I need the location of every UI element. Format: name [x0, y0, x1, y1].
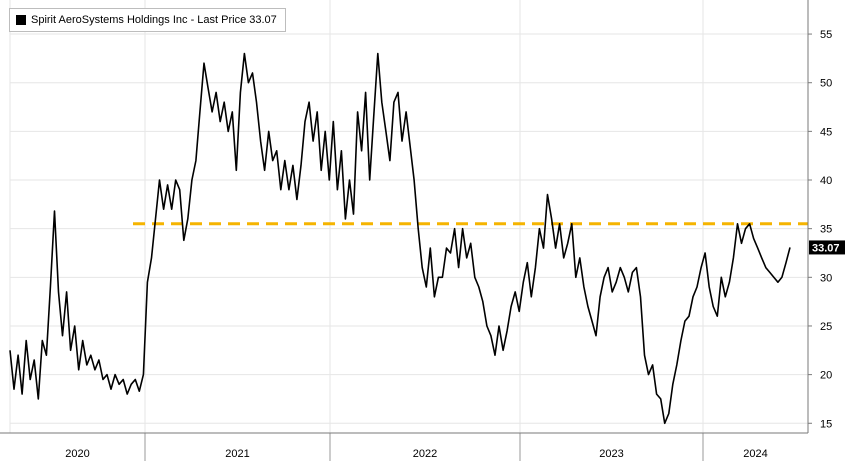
last-price-tag: 33.07 [809, 240, 845, 255]
year-dividers [144, 433, 704, 461]
y-tick-label: 25 [820, 321, 832, 333]
last-price-tag-background [809, 240, 845, 255]
y-tick-label: 20 [820, 370, 832, 382]
y-tick-label: 35 [820, 224, 832, 236]
price-series-line [9, 52, 791, 425]
x-year-label: 2020 [65, 448, 89, 460]
x-year-label: 2021 [225, 448, 249, 460]
y-tick-label: 50 [820, 78, 832, 90]
y-axis-ticks: 15 20 25 30 35 40 45 50 55 [808, 29, 832, 430]
y-tick-label: 30 [820, 272, 832, 284]
y-tick-label: 55 [820, 29, 832, 41]
x-axis-labels: 2020 2021 2022 2023 2024 [65, 448, 767, 460]
y-tick-label: 45 [820, 126, 832, 138]
x-year-label: 2023 [599, 448, 623, 460]
x-year-label: 2022 [413, 448, 437, 460]
legend-label: Spirit AeroSystems Holdings Inc - Last P… [31, 14, 277, 26]
grid [9, 0, 808, 433]
y-tick-label: 40 [820, 175, 832, 187]
legend-swatch [16, 15, 26, 25]
last-price-tag-label: 33.07 [812, 242, 840, 254]
x-year-label: 2024 [743, 448, 767, 460]
y-tick-label: 15 [820, 418, 832, 430]
legend: Spirit AeroSystems Holdings Inc - Last P… [9, 8, 286, 32]
